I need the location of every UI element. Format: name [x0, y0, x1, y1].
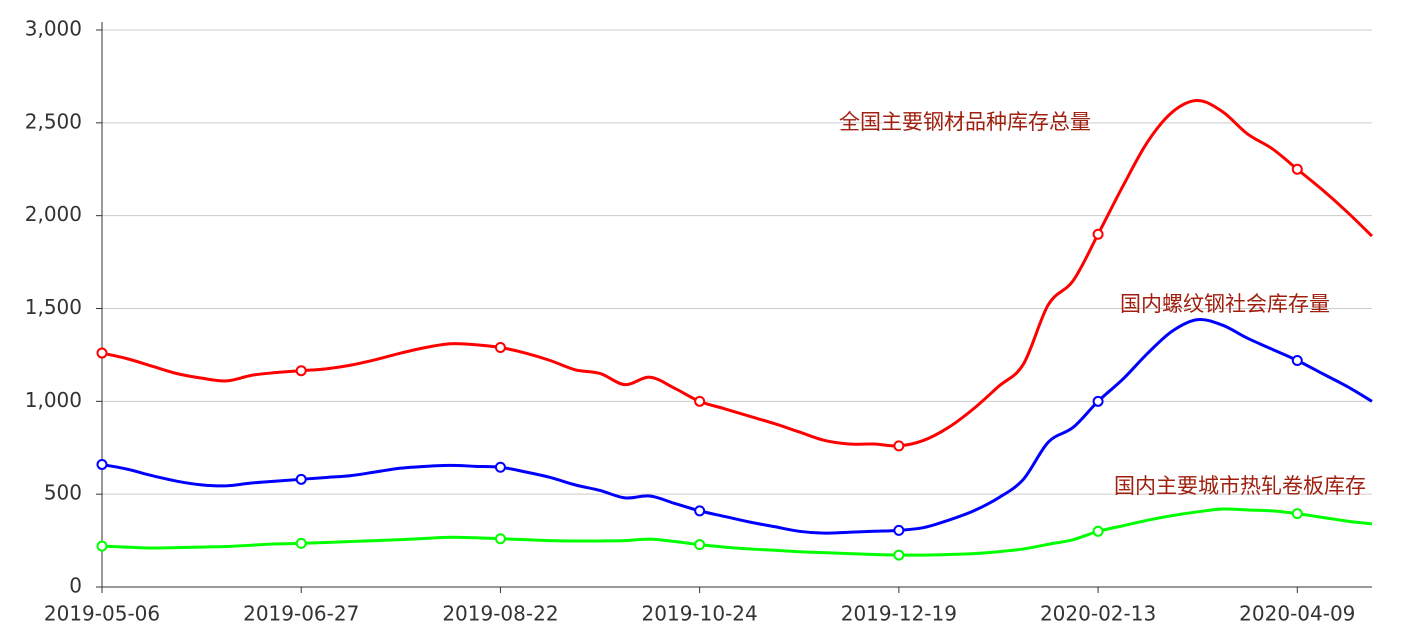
series-line [101, 507, 1373, 557]
series-label: 全国主要钢材品种库存总量 [839, 110, 1091, 134]
point [694, 539, 706, 551]
y-tick-label: 2,000 [25, 202, 82, 226]
y-tick-label: 1,500 [25, 295, 82, 319]
point [494, 341, 506, 353]
point [96, 458, 108, 470]
y-tick-label: 1,000 [25, 388, 82, 412]
point [1291, 163, 1303, 175]
point [1291, 508, 1303, 520]
series-line [101, 317, 1373, 535]
point [694, 395, 706, 407]
point [494, 461, 506, 473]
x-tick-label: 2019-08-22 [442, 602, 558, 626]
point [494, 533, 506, 545]
point [1092, 525, 1104, 537]
y-tick-label: 500 [44, 481, 82, 505]
point [96, 540, 108, 552]
point [1092, 395, 1104, 407]
point [295, 473, 307, 485]
point [1092, 228, 1104, 240]
series-label: 国内螺纹钢社会库存量 [1120, 292, 1330, 316]
point [893, 440, 905, 452]
point [893, 524, 905, 536]
point [96, 347, 108, 359]
point [295, 365, 307, 377]
y-tick-label: 0 [69, 574, 82, 598]
x-tick-label: 2019-05-06 [44, 602, 160, 626]
y-tick-label: 3,000 [25, 17, 82, 41]
point [295, 537, 307, 549]
y-tick-label: 2,500 [25, 109, 82, 133]
x-tick-label: 2020-02-13 [1040, 602, 1156, 626]
x-tick-label: 2020-04-09 [1239, 602, 1355, 626]
x-tick-label: 2019-10-24 [642, 602, 758, 626]
point [1291, 354, 1303, 366]
series-label: 国内主要城市热轧卷板库存 [1114, 474, 1366, 498]
point [694, 505, 706, 517]
series-line [101, 99, 1374, 448]
x-tick-label: 2019-12-19 [841, 602, 957, 626]
point [893, 549, 905, 561]
x-tick-label: 2019-06-27 [243, 602, 359, 626]
